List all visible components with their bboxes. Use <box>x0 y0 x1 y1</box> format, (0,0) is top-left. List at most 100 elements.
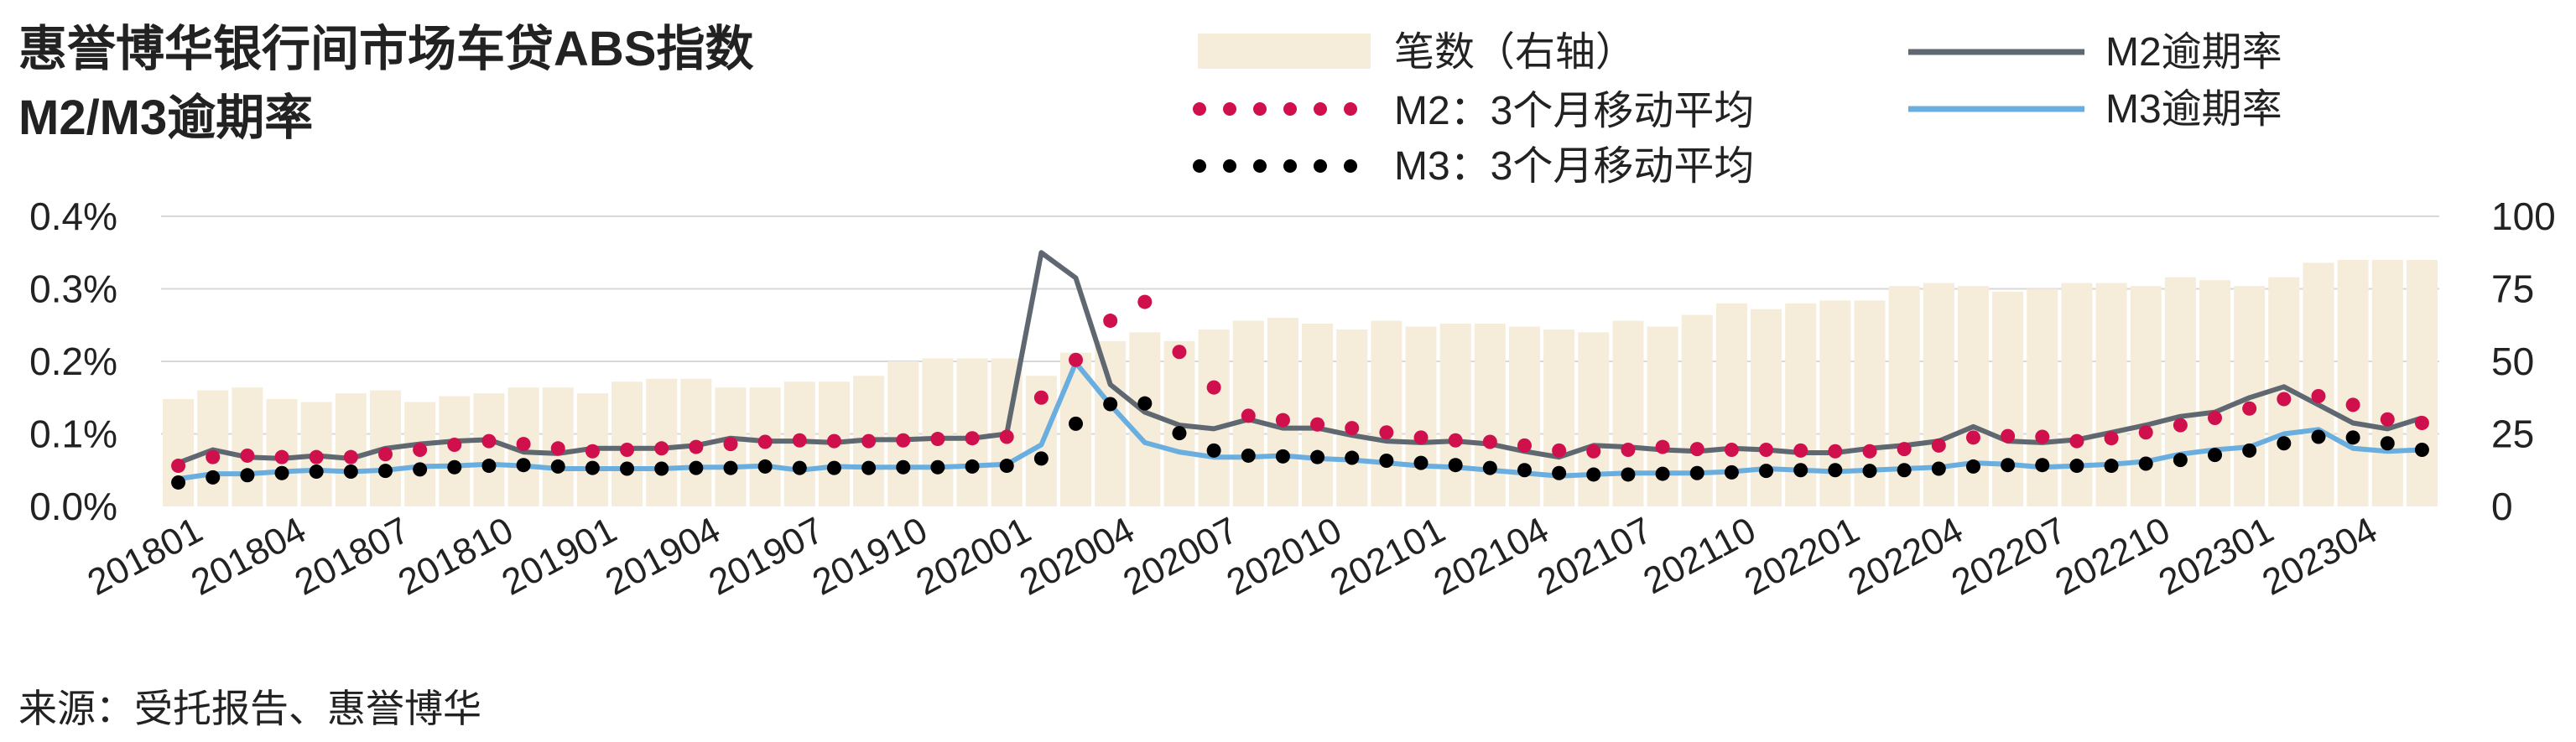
bar <box>1508 326 1541 506</box>
point-m2-ma <box>1448 433 1463 448</box>
point-m3-ma <box>1655 466 1670 481</box>
point-m3-ma <box>1069 416 1084 431</box>
point-m3-ma <box>2173 453 2188 468</box>
point-m3-ma <box>481 459 497 474</box>
point-m3-ma <box>1862 464 1877 479</box>
x-tick-label: 202107 <box>1531 510 1659 604</box>
point-m3-ma <box>2208 448 2223 463</box>
point-m3-ma <box>1517 463 1532 478</box>
bar <box>1198 329 1230 506</box>
bar <box>1302 324 1334 506</box>
bar <box>2027 288 2058 506</box>
bar <box>1992 291 2024 506</box>
x-tick-label: 202301 <box>2152 510 2281 604</box>
point-m3-ma <box>447 459 462 475</box>
y-right-tick-label: 25 <box>2491 413 2534 456</box>
point-m2-ma <box>2138 425 2153 440</box>
point-m2-ma <box>1689 442 1704 457</box>
point-m2-ma <box>1482 434 1497 449</box>
bar <box>1095 340 1127 506</box>
point-m3-ma <box>896 459 911 475</box>
point-m3-ma <box>620 461 635 476</box>
x-tick-label: 201804 <box>185 510 313 604</box>
x-tick-label: 202210 <box>2048 510 2177 604</box>
point-m2-ma <box>1759 443 1774 458</box>
x-tick-label: 202010 <box>1220 510 1349 604</box>
point-m3-ma <box>2311 429 2326 444</box>
point-m2-ma <box>620 443 635 458</box>
bar <box>1267 318 1298 506</box>
point-m3-ma <box>2138 456 2153 471</box>
point-m3-ma <box>550 459 565 474</box>
legend-label-m3-ma: M3：3个月移动平均 <box>1394 144 1754 189</box>
point-m3-ma <box>757 459 773 474</box>
point-m3-ma <box>930 459 945 475</box>
y-left-tick-label: 0.0% <box>29 485 117 528</box>
point-m2-ma <box>930 432 945 447</box>
point-m2-ma <box>723 437 738 452</box>
y-right-tick-label: 100 <box>2491 195 2556 238</box>
bar <box>2406 259 2438 506</box>
point-m2-ma <box>2069 433 2084 449</box>
point-m2-ma <box>1379 425 1394 440</box>
point-m3-ma <box>1137 396 1153 411</box>
point-m3-ma <box>1621 467 1636 482</box>
y-right-tick-label: 75 <box>2491 267 2534 311</box>
point-m3-ma <box>1793 463 1808 478</box>
point-m3-ma <box>2414 443 2429 458</box>
point-m2-ma <box>1552 443 1567 458</box>
point-m3-ma <box>206 470 221 485</box>
x-tick-label: 201907 <box>702 510 830 604</box>
point-m2-ma <box>2208 410 2223 425</box>
y-axis-left: 0.0% 0.1% 0.2% 0.3% 0.4% <box>29 195 117 528</box>
bar-series-count <box>163 259 2438 506</box>
x-tick-label: 202001 <box>909 510 1038 604</box>
point-m3-ma <box>2242 443 2257 458</box>
point-m3-ma <box>1206 443 1221 458</box>
x-tick-label: 202204 <box>1841 510 1970 604</box>
point-m3-ma <box>1345 450 1360 465</box>
point-m3-ma <box>1552 465 1567 480</box>
point-m3-ma <box>2001 458 2016 473</box>
point-m2-ma <box>1965 430 1980 445</box>
bar <box>2303 262 2334 506</box>
point-m2-ma <box>2380 412 2395 427</box>
x-tick-label: 202104 <box>1428 510 1556 604</box>
x-tick-label: 201904 <box>599 510 727 604</box>
point-m2-ma <box>240 448 255 463</box>
y-left-tick-label: 0.2% <box>29 340 117 383</box>
point-m2-ma <box>1862 444 1877 459</box>
point-m2-ma <box>343 449 358 464</box>
point-m3-ma <box>965 459 980 474</box>
bar <box>1474 324 1506 506</box>
point-m3-ma <box>1448 458 1463 473</box>
x-tick-label: 202207 <box>1945 510 2074 604</box>
x-tick-label: 201910 <box>806 510 934 604</box>
point-m2-ma <box>2242 401 2257 416</box>
point-m2-ma <box>1241 408 1256 423</box>
bar <box>1371 320 1402 506</box>
x-tick-label: 202007 <box>1116 510 1245 604</box>
point-m2-ma <box>1931 438 1946 453</box>
point-m2-ma <box>826 433 841 449</box>
bar <box>2199 280 2231 506</box>
point-m3-ma <box>2069 459 2084 474</box>
point-m3-ma <box>861 460 877 475</box>
point-m3-ma <box>2035 458 2050 473</box>
point-m2-ma <box>1828 444 1843 459</box>
point-m3-ma <box>723 460 738 475</box>
point-m2-ma <box>1517 438 1532 453</box>
bar <box>2371 259 2403 506</box>
point-m2-ma <box>2277 392 2292 407</box>
y-left-tick-label: 0.4% <box>29 195 117 238</box>
point-m2-ma <box>2311 389 2326 404</box>
point-m2-ma <box>1310 417 1325 432</box>
legend-label-m2-line: M2逾期率 <box>2105 30 2282 75</box>
x-tick-label: 202004 <box>1013 510 1142 604</box>
point-m3-ma <box>2380 436 2395 451</box>
y-axis-right: 0 25 50 75 100 <box>2491 195 2556 528</box>
legend-swatch-m3-ma <box>1193 159 1357 173</box>
point-m2-ma <box>689 439 704 454</box>
legend-label-m3-line: M3逾期率 <box>2105 87 2282 132</box>
